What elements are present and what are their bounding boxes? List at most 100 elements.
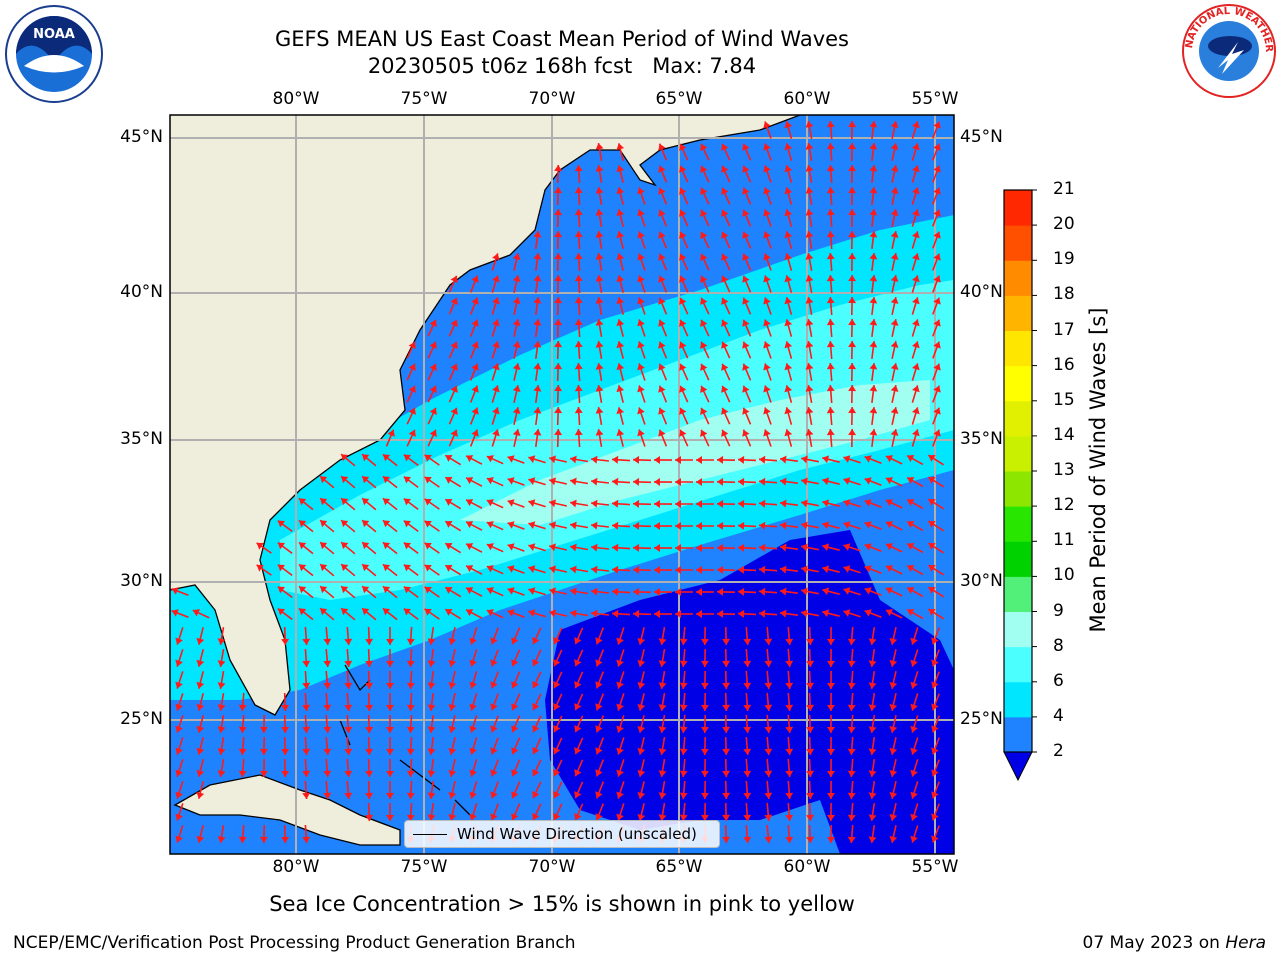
wave-arrow-head xyxy=(196,835,205,843)
wave-arrow-head xyxy=(429,363,437,371)
wave-arrow-head xyxy=(675,500,681,508)
wave-arrow-head xyxy=(910,747,918,755)
colorbar-segment xyxy=(1004,646,1032,683)
wave-arrow-head xyxy=(658,319,666,327)
wave-arrow-head xyxy=(570,587,577,596)
wave-arrow-head xyxy=(822,587,830,596)
wave-arrow-head xyxy=(365,792,374,799)
wave-arrow-head xyxy=(658,660,667,667)
wave-arrow-head xyxy=(679,638,688,645)
wave-arrow-head xyxy=(574,637,582,645)
wave-arrow-head xyxy=(528,565,536,573)
wave-arrow-head xyxy=(658,275,666,283)
wave-arrow-head xyxy=(570,609,577,618)
wave-arrow-head xyxy=(299,520,307,528)
wave-arrow-head xyxy=(259,748,268,755)
wave-arrow-head xyxy=(445,455,453,462)
wave-arrow-head xyxy=(910,659,918,667)
wave-arrow-head xyxy=(868,770,877,777)
wave-arrow-head xyxy=(869,209,878,216)
wave-arrow-head xyxy=(595,341,604,348)
wave-arrow-head xyxy=(931,681,939,689)
wave-arrow-head xyxy=(738,565,745,574)
wave-arrow-head xyxy=(341,542,349,550)
wave-arrow-head xyxy=(528,587,536,595)
wave-arrow-head xyxy=(931,725,939,733)
wave-arrow-head xyxy=(574,429,583,436)
wave-arrow-head xyxy=(843,565,851,573)
wave-arrow-head xyxy=(637,341,645,349)
wave-arrow-head xyxy=(805,363,814,370)
wave-arrow-head xyxy=(175,813,183,821)
wave-arrow-head xyxy=(445,499,453,506)
wave-arrow-head xyxy=(382,454,391,462)
wave-arrow-head xyxy=(827,727,835,733)
wave-arrow-head xyxy=(696,478,702,486)
wave-arrow-head xyxy=(801,543,808,552)
wave-arrow-head xyxy=(406,770,415,777)
wave-arrow-head xyxy=(323,704,332,711)
wave-arrow-head xyxy=(341,520,349,528)
wave-arrow-head xyxy=(868,814,877,821)
wave-arrow-head xyxy=(931,659,939,667)
legend-label: Wind Wave Direction (unscaled) xyxy=(457,825,697,843)
wave-arrow-head xyxy=(196,747,205,755)
wave-arrow-head xyxy=(785,814,794,821)
wave-arrow-head xyxy=(616,165,625,173)
wave-arrow-head xyxy=(320,564,328,572)
wave-arrow-head xyxy=(784,407,793,415)
wave-arrow-head xyxy=(764,770,773,777)
wave-arrow-head xyxy=(658,253,666,261)
wave-arrow-head xyxy=(549,565,556,574)
wave-arrow-head xyxy=(595,363,604,370)
wave-arrow-head xyxy=(848,363,857,370)
wave-arrow-head xyxy=(721,429,729,437)
wave-arrow-head xyxy=(277,608,285,616)
wave-arrow-head xyxy=(553,769,561,777)
wave-arrow-head xyxy=(299,564,307,572)
wave-arrow-head xyxy=(302,748,311,755)
wave-arrow-head xyxy=(827,793,835,799)
wave-arrow-head xyxy=(528,543,536,551)
colorbar-segment xyxy=(1004,471,1032,507)
tick-label: 60°W xyxy=(783,89,831,109)
wave-arrow-head xyxy=(175,769,183,777)
wave-arrow-head xyxy=(759,587,766,596)
wave-arrow-head xyxy=(466,543,474,551)
wave-arrow-head xyxy=(785,682,794,689)
colorbar-segment xyxy=(1004,225,1032,261)
wave-arrow-head xyxy=(806,792,815,799)
wave-arrow-head xyxy=(486,477,494,485)
wave-arrow-head xyxy=(344,682,353,689)
wave-arrow-head xyxy=(933,297,941,305)
wave-arrow-head xyxy=(386,749,394,755)
wave-arrow-head xyxy=(721,319,729,327)
colorbar-segment xyxy=(1004,611,1032,648)
wave-arrow-head xyxy=(785,660,794,667)
wave-arrow-head xyxy=(822,565,830,574)
wave-arrow-head xyxy=(492,275,500,283)
wave-arrow-head xyxy=(196,637,205,645)
wave-arrow-head xyxy=(533,275,542,282)
wave-arrow-head xyxy=(869,143,878,150)
wave-arrow-head xyxy=(784,275,793,283)
wave-arrow-head xyxy=(595,187,604,194)
wave-arrow-head xyxy=(780,499,787,508)
wave-arrow-head xyxy=(931,791,939,799)
wave-arrow-head xyxy=(637,682,646,689)
wave-arrow-head xyxy=(743,836,752,843)
wave-arrow-head xyxy=(675,566,681,574)
wave-arrow-head xyxy=(532,637,540,645)
wave-arrow-head xyxy=(637,187,645,195)
wave-arrow-head xyxy=(912,121,920,129)
wave-arrow-head xyxy=(408,341,416,349)
wave-arrow-head xyxy=(717,543,724,552)
wave-arrow-head xyxy=(238,704,247,711)
wave-arrow-head xyxy=(616,681,624,689)
wave-arrow-head xyxy=(801,521,808,530)
tick-label: 45°N xyxy=(120,127,163,147)
wave-arrow-head xyxy=(864,587,872,595)
wave-arrow-head xyxy=(826,187,835,194)
wave-arrow-head xyxy=(591,609,598,618)
wave-arrow-head xyxy=(574,725,582,733)
